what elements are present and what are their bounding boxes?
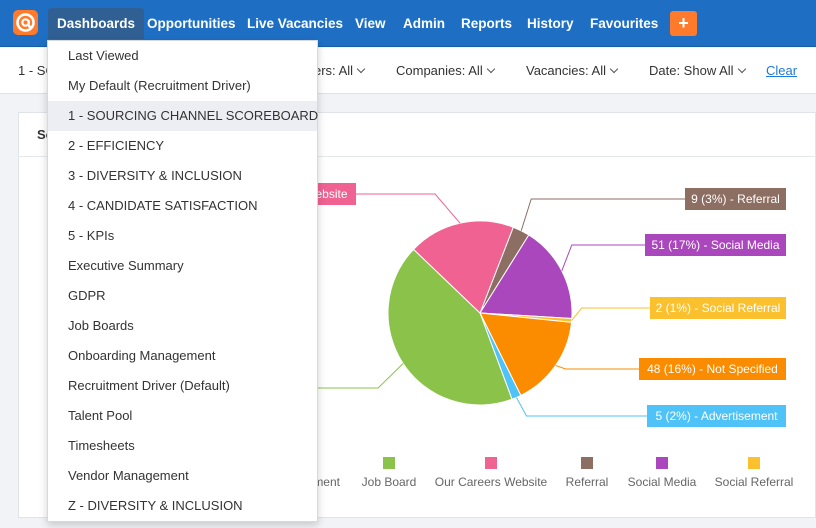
callout-box [647, 405, 786, 427]
dropdown-item[interactable]: Recruitment Driver (Default) [68, 378, 230, 393]
dropdown-item[interactable]: Onboarding Management [68, 348, 216, 363]
callout-label: 9 (3%) - Referral [691, 192, 780, 206]
add-button[interactable]: + [670, 11, 697, 36]
callout-label: 51 (17%) - Social Media [651, 238, 779, 252]
legend-swatch [485, 457, 497, 469]
nav-dashboards[interactable]: Dashboards [48, 8, 145, 39]
nav-live-vacancies[interactable]: Live Vacancies [247, 16, 344, 31]
nav-favourites[interactable]: Favourites [590, 16, 659, 31]
app-logo-icon[interactable] [13, 10, 38, 35]
legend-swatch [581, 457, 593, 469]
nav-view[interactable]: View [355, 16, 386, 31]
legend-label[interactable]: Social Media [628, 475, 697, 489]
callout-leader-line [555, 364, 639, 370]
dropdown-item[interactable]: Timesheets [68, 438, 135, 453]
callout-leader-line [520, 198, 685, 231]
dropdown-item[interactable]: Talent Pool [68, 408, 133, 423]
dropdown-item[interactable]: 5 - KPIs [68, 228, 115, 243]
report-filter-label: 1 - SC [18, 63, 55, 78]
callout-box [645, 234, 786, 256]
callout-label: 5 (2%) - Advertisement [655, 409, 778, 423]
date-filter[interactable]: Date: Show All [649, 63, 746, 78]
nav-reports[interactable]: Reports [461, 16, 513, 31]
vacancies-filter[interactable]: Vacancies: All [526, 63, 619, 78]
owners-filter[interactable]: ers: All [314, 63, 366, 78]
legend-swatch [383, 457, 395, 469]
callout-box [685, 188, 786, 210]
legend-swatch [656, 457, 668, 469]
nav-history[interactable]: History [527, 16, 574, 31]
callout-leader-line [356, 193, 461, 224]
callout-label: 2 (1%) - Social Referral [656, 301, 781, 315]
callout-leader-line [561, 244, 645, 272]
owners-filter-label: ers: All [314, 63, 354, 78]
dropdown-item[interactable]: Job Boards [68, 318, 134, 333]
pie-slice[interactable] [479, 234, 573, 320]
legend-label[interactable]: Job Board [362, 475, 417, 489]
legend-label[interactable]: ment [313, 475, 340, 489]
pie-slice[interactable] [387, 248, 513, 406]
dropdown-item[interactable]: GDPR [68, 288, 106, 303]
nav-opportunities[interactable]: Opportunities [147, 16, 236, 31]
callout-box [307, 183, 356, 205]
companies-filter-label: Companies: All [396, 63, 483, 78]
callout-leader-line [516, 397, 647, 417]
dropdown-item[interactable]: My Default (Recruitment Driver) [68, 78, 251, 93]
legend-label[interactable]: Our Careers Website [435, 475, 548, 489]
nav-admin[interactable]: Admin [403, 16, 445, 31]
report-filter[interactable]: 1 - SC [18, 63, 55, 78]
callout-label: 48 (16%) - Not Specified [647, 362, 778, 376]
legend-swatch [748, 457, 760, 469]
date-filter-label: Date: Show All [649, 63, 734, 78]
callout-leader-line [571, 307, 650, 321]
dropdown-item[interactable]: Vendor Management [68, 468, 189, 483]
callout-box [650, 297, 786, 319]
dropdown-item[interactable]: Z - DIVERSITY & INCLUSION [68, 498, 243, 513]
callout-leader-line [300, 363, 404, 389]
dropdown-item[interactable]: Executive Summary [68, 258, 184, 273]
dropdown-item[interactable]: 4 - CANDIDATE SATISFACTION [68, 198, 258, 213]
clear-filters-link[interactable]: Clear [766, 63, 798, 78]
companies-filter[interactable]: Companies: All [396, 63, 495, 78]
dropdown-item[interactable]: 3 - DIVERSITY & INCLUSION [68, 168, 242, 183]
dropdown-item[interactable]: Last Viewed [68, 48, 139, 63]
pie-slice[interactable] [412, 220, 514, 314]
top-nav-bar: Dashboards Opportunities Live Vacancies … [0, 0, 816, 47]
callout-box [639, 358, 786, 380]
vacancies-filter-label: Vacancies: All [526, 63, 606, 78]
dropdown-item[interactable]: 2 - EFFICIENCY [68, 138, 165, 153]
dropdown-item[interactable]: 1 - SOURCING CHANNEL SCOREBOARD [48, 101, 318, 131]
legend-label[interactable]: Social Referral [715, 475, 794, 489]
dashboards-dropdown-menu: Last Viewed My Default (Recruitment Drive… [47, 40, 318, 522]
legend-label[interactable]: Referral [566, 475, 609, 489]
callout-label: ebsite [315, 187, 347, 201]
